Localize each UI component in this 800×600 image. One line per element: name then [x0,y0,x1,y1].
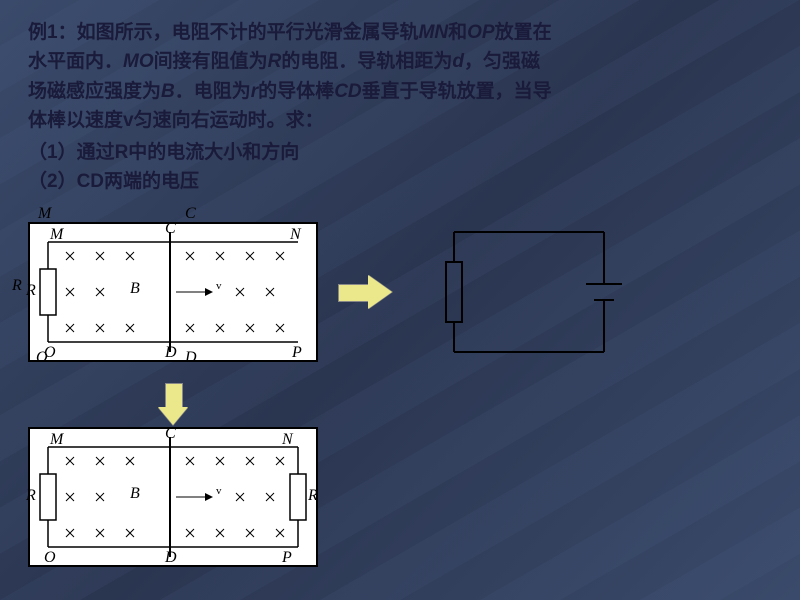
label2-C: C [165,425,176,443]
figure-rails-double-R: M C N R R B v O D P [28,427,318,567]
var-OP: OP [467,22,494,43]
var-B: B [161,81,175,102]
circ-label-O: O [36,349,48,367]
label-B: B [130,280,140,298]
txt: 场磁感应强度为 [28,81,161,102]
var-R: R [268,51,282,72]
txt: 的导体棒 [258,81,334,102]
problem-line1: 例1：如图所示，电阻不计的平行光滑金属导轨MN和OP放置在 [28,18,772,47]
label-P: P [292,344,302,362]
figure-rails-single-R: M C N R B v O D P [28,222,318,362]
label-D: D [165,344,177,362]
problem-line4: 体棒以速度v匀速向右运动时。求： [28,106,772,135]
var-CD: CD [334,81,361,102]
var-d: d [452,51,464,72]
txt: ，匀强磁 [464,51,540,72]
label2-R-right: R [308,487,318,505]
problem-line2: 水平面内．MO间接有阻值为R的电阻．导轨相距为d，匀强磁 [28,47,772,76]
label-R: R [26,282,36,300]
label-M: M [50,226,63,244]
label-C: C [165,220,176,238]
circ-label-R: R [12,277,22,295]
question-1: （1）通过R中的电流大小和方向 [28,138,772,167]
label2-R-left: R [26,487,36,505]
arrow-right-icon [338,275,394,309]
label2-O: O [44,549,56,567]
questions: （1）通过R中的电流大小和方向 （2）CD两端的电压 [28,138,772,197]
label2-P: P [282,549,292,567]
arrow-down-icon [158,383,188,427]
problem-text: 例1：如图所示，电阻不计的平行光滑金属导轨MN和OP放置在 水平面内．MO间接有… [0,0,800,201]
label2-N: N [282,431,293,449]
figure-equivalent-circuit: M C R O D [414,207,644,377]
txt: 和 [448,22,467,43]
txt: 的电阻．导轨相距为 [281,51,452,72]
txt: 水平面内． [28,51,123,72]
label2-v: v [216,485,222,497]
txt: 放置在 [495,22,552,43]
txt: 间接有阻值为 [154,51,268,72]
label-v: v [216,280,222,292]
txt: ．电阻为 [175,81,251,102]
problem-line3: 场磁感应强度为B．电阻为r的导体棒CD垂直于导轨放置，当导 [28,77,772,106]
diagrams-area: M C N R B v O D P [0,201,800,573]
label2-M: M [50,431,63,449]
circ-label-D: D [185,349,197,367]
var-MN: MN [419,22,449,43]
label2-B: B [130,485,140,503]
circ-label-C: C [185,205,196,223]
txt: 垂直于导轨放置，当导 [362,81,552,102]
var-MO: MO [123,51,154,72]
label-N: N [290,226,301,244]
question-2: （2）CD两端的电压 [28,167,772,196]
txt: 例1：如图所示，电阻不计的平行光滑金属导轨 [28,22,419,43]
label2-D: D [165,549,177,567]
row-1: M C N R B v O D P [28,207,772,377]
circ-label-M: M [38,205,51,223]
